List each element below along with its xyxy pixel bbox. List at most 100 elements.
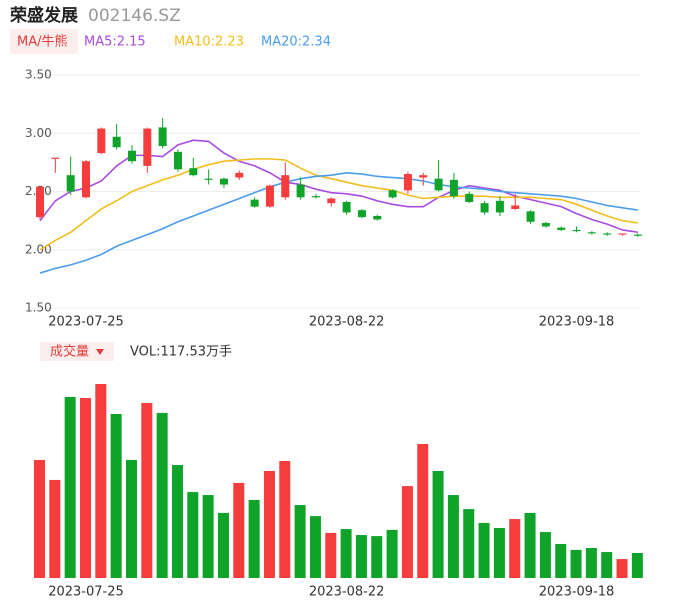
- candle-body: [618, 233, 627, 235]
- candle-body: [66, 175, 75, 192]
- candle-body: [127, 150, 136, 162]
- volume-bar: [631, 552, 643, 578]
- dropdown-arrow: [96, 349, 104, 355]
- candle-body: [388, 190, 397, 198]
- candle-body: [189, 168, 198, 176]
- candle-body: [97, 128, 106, 154]
- candle-body: [51, 157, 60, 159]
- candle-body: [465, 193, 474, 202]
- volume-value: VOL:117.53万手: [130, 345, 232, 360]
- volume-bar: [616, 559, 628, 578]
- candle-body: [250, 199, 259, 207]
- candle-body: [495, 200, 504, 213]
- y-tick-label: 3.00: [25, 126, 52, 140]
- candle-body: [403, 174, 412, 191]
- volume-bar: [202, 495, 214, 578]
- volume-bar: [156, 412, 168, 578]
- x-tick-label: 2023-07-25: [48, 585, 124, 600]
- candle-body: [572, 229, 581, 232]
- volume-bar: [110, 413, 122, 578]
- volume-bar: [64, 396, 76, 578]
- candle-body: [296, 184, 305, 198]
- volume-bar: [555, 543, 567, 578]
- ma-line: [39, 158, 638, 251]
- volume-bar: [447, 495, 459, 578]
- y-tick-label: 3.50: [25, 68, 52, 82]
- candle-body: [265, 185, 274, 207]
- volume-bar: [309, 516, 321, 578]
- candle-body: [219, 178, 228, 185]
- candle-body: [235, 172, 244, 178]
- legend-ma: MA/牛熊: [17, 34, 68, 50]
- candle-body: [143, 128, 152, 166]
- legend-ma10: MA10:2.23: [174, 35, 244, 50]
- volume-bar: [325, 532, 337, 578]
- candle-body: [81, 161, 90, 198]
- volume-bar: [386, 529, 398, 578]
- candle-body: [419, 175, 428, 178]
- stock-name: 荣盛发展: [9, 5, 78, 26]
- volume-bar: [524, 512, 536, 578]
- candle-body: [373, 215, 382, 220]
- candle-body: [327, 198, 336, 204]
- stock-code: 002146.SZ: [88, 6, 181, 26]
- x-tick-label: 2023-08-22: [309, 585, 385, 600]
- candle-body: [603, 233, 612, 235]
- volume-bar: [279, 461, 291, 578]
- candle-body: [541, 222, 550, 227]
- volume-bar: [463, 509, 475, 578]
- x-tick-label: 2023-09-18: [539, 315, 615, 330]
- x-tick-label: 2023-07-25: [48, 315, 124, 330]
- volume-bar: [417, 443, 429, 578]
- volume-bar: [125, 459, 137, 578]
- volume-bar: [340, 529, 352, 578]
- x-tick-label: 2023-08-22: [309, 315, 385, 330]
- candle-body: [342, 201, 351, 213]
- x-tick-label: 2023-09-18: [539, 585, 615, 600]
- volume-bar: [141, 402, 153, 578]
- candle-body: [311, 196, 320, 198]
- y-tick-label: 1.50: [25, 301, 52, 315]
- candle-body: [173, 151, 182, 170]
- volume-bar: [294, 505, 306, 578]
- legend-ma5: MA5:2.15: [84, 35, 146, 50]
- candle-body: [511, 205, 520, 209]
- volume-bar: [171, 465, 183, 578]
- candle-body: [557, 227, 566, 230]
- candle-body: [449, 179, 458, 197]
- candle-body: [434, 178, 443, 191]
- volume-bar: [248, 499, 260, 578]
- volume-bar: [371, 536, 383, 578]
- volume-bar: [263, 471, 275, 578]
- candle-body: [526, 211, 535, 222]
- volume-bar: [355, 535, 367, 578]
- volume-bar: [49, 479, 61, 578]
- legend-badge: [10, 29, 78, 54]
- volume-label: 成交量: [50, 344, 89, 360]
- candle-body: [281, 175, 290, 198]
- candle-body: [158, 127, 167, 147]
- volume-bar: [570, 549, 582, 578]
- volume-bar: [34, 459, 45, 578]
- volume-bar: [217, 512, 229, 578]
- volume-bar: [585, 548, 597, 578]
- volume-badge[interactable]: [40, 342, 114, 361]
- volume-bar: [401, 486, 413, 578]
- ma-line: [39, 139, 638, 234]
- volume-bar: [432, 471, 444, 578]
- candle-body: [480, 203, 489, 213]
- candle-body: [587, 232, 596, 234]
- candle-body: [204, 178, 213, 180]
- volume-bar: [493, 528, 505, 578]
- candle-body: [357, 210, 366, 218]
- volume-bar: [509, 519, 521, 578]
- volume-bar: [233, 482, 245, 578]
- volume-bar: [95, 384, 107, 578]
- legend-ma20: MA20:2.34: [261, 35, 331, 50]
- ma-line: [39, 172, 638, 274]
- volume-bar: [539, 532, 551, 578]
- volume-bar: [601, 552, 613, 578]
- candle-body: [633, 234, 642, 236]
- volume-bar: [478, 522, 490, 578]
